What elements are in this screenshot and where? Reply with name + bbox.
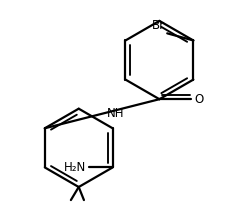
- Text: H₂N: H₂N: [64, 161, 86, 174]
- Text: NH: NH: [107, 107, 124, 120]
- Text: O: O: [194, 93, 203, 106]
- Text: Br: Br: [152, 19, 165, 32]
